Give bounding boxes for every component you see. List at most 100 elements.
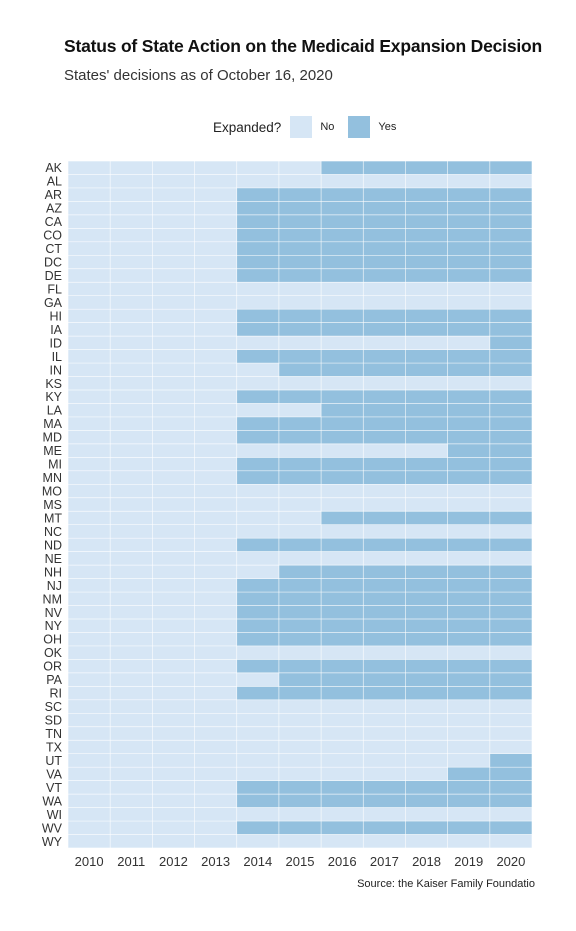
heatmap-cell-AR-2010 [68,187,111,202]
heatmap-cell-NJ-2010 [68,578,111,593]
heatmap-cell-ND-2020 [489,538,532,552]
heatmap-cell-IL-2016 [321,349,364,364]
y-tick-label-OK: OK [44,646,63,660]
heatmap-cell-HI-2017 [363,309,406,323]
heatmap-cell-NE-2018 [405,551,448,566]
heatmap-cell-WI-2016 [321,807,364,822]
heatmap-cell-WI-2014 [236,807,279,822]
heatmap-cell-IL-2017 [363,349,406,364]
heatmap-cell-MS-2019 [447,497,490,512]
heatmap-cell-SD-2012 [152,713,195,727]
heatmap-cell-DC-2017 [363,255,406,269]
heatmap-cell-WY-2012 [152,834,195,848]
heatmap-cell-SC-2011 [110,699,153,714]
heatmap-cell-GA-2018 [405,295,448,310]
heatmap-cell-IN-2017 [363,363,406,377]
heatmap-cell-DC-2018 [405,255,448,269]
heatmap-cell-IN-2019 [447,363,490,377]
heatmap-cell-ND-2011 [110,538,153,552]
heatmap-cell-IA-2019 [447,322,490,337]
heatmap-cell-NM-2018 [405,592,448,606]
heatmap-cell-NE-2016 [321,551,364,566]
heatmap-cell-IL-2011 [110,349,153,364]
heatmap-cell-MN-2016 [321,470,364,485]
heatmap-cell-CA-2015 [278,214,322,229]
heatmap-cell-AL-2017 [363,174,406,188]
y-tick-label-WI: WI [47,808,62,822]
x-tick-label-2012: 2012 [159,854,188,869]
heatmap-cell-MO-2019 [447,484,490,498]
heatmap-cell-UT-2020 [489,753,532,768]
y-tick-label-GA: GA [44,296,63,310]
heatmap-cell-MO-2014 [236,484,279,498]
heatmap-cell-NM-2015 [278,592,322,606]
heatmap-cell-TN-2016 [321,726,364,741]
heatmap-cell-RI-2014 [236,686,279,700]
heatmap-cell-KS-2013 [194,376,237,390]
heatmap-cell-ID-2011 [110,336,153,350]
heatmap-cell-TX-2017 [363,740,406,754]
heatmap-cell-ND-2017 [363,538,406,552]
heatmap-cell-DC-2012 [152,255,195,269]
heatmap-cell-GA-2010 [68,295,111,310]
heatmap-cell-IL-2012 [152,349,195,364]
heatmap-cell-MO-2018 [405,484,448,498]
heatmap-cell-WA-2014 [236,794,279,808]
heatmap-cell-SD-2016 [321,713,364,727]
heatmap-cell-MD-2020 [489,430,532,444]
heatmap-cell-WV-2018 [405,821,448,835]
heatmap-cell-AZ-2015 [278,201,322,215]
heatmap-cell-OK-2019 [447,645,490,660]
heatmap-cell-AK-2020 [489,161,532,175]
heatmap-cell-OK-2012 [152,645,195,660]
heatmap-cell-VT-2011 [110,780,153,795]
y-tick-label-IA: IA [50,323,62,337]
y-tick-label-NJ: NJ [47,579,62,593]
heatmap-cell-OK-2014 [236,645,279,660]
heatmap-cell-WA-2015 [278,794,322,808]
heatmap-cell-PA-2010 [68,672,111,687]
heatmap-cell-MD-2017 [363,430,406,444]
heatmap-cell-VA-2010 [68,767,111,781]
heatmap-cell-MS-2015 [278,497,322,512]
heatmap-cell-AK-2019 [447,161,490,175]
y-tick-label-AR: AR [45,188,62,202]
heatmap-cell-WY-2011 [110,834,153,848]
heatmap-cell-ME-2010 [68,443,111,458]
heatmap-cell-GA-2020 [489,295,532,310]
heatmap-cell-NJ-2017 [363,578,406,593]
heatmap-cell-CA-2017 [363,214,406,229]
heatmap-cell-NE-2017 [363,551,406,566]
heatmap-cell-RI-2017 [363,686,406,700]
heatmap-cell-OK-2011 [110,645,153,660]
heatmap-cell-AL-2018 [405,174,448,188]
y-tick-label-UT: UT [45,754,62,768]
x-tick-label-2013: 2013 [201,854,230,869]
heatmap-cell-HI-2020 [489,309,532,323]
heatmap-cell-MA-2014 [236,416,279,431]
heatmap-cell-CA-2011 [110,214,153,229]
heatmap-cell-DC-2019 [447,255,490,269]
heatmap-cell-ID-2010 [68,336,111,350]
heatmap-cell-IN-2015 [278,363,322,377]
heatmap-cell-ID-2019 [447,336,490,350]
chart-subtitle: States' decisions as of October 16, 2020 [64,67,333,84]
heatmap-cell-AL-2014 [236,174,279,188]
y-tick-label-PA: PA [46,673,62,687]
heatmap-cell-OH-2015 [278,632,322,646]
chart-title: Status of State Action on the Medicaid E… [64,36,543,56]
heatmap-cell-NH-2018 [405,565,448,579]
heatmap-cell-TX-2019 [447,740,490,754]
heatmap-cell-MT-2020 [489,511,532,525]
heatmap-cell-WV-2020 [489,821,532,835]
heatmap-cell-NH-2015 [278,565,322,579]
heatmap-cell-NM-2014 [236,592,279,606]
heatmap-cell-ME-2012 [152,443,195,458]
heatmap-cell-OK-2016 [321,645,364,660]
heatmap-cell-SD-2013 [194,713,237,727]
heatmap-cell-VA-2017 [363,767,406,781]
heatmap-cell-MO-2017 [363,484,406,498]
heatmap-cell-NC-2019 [447,524,490,539]
heatmap-cell-LA-2020 [489,403,532,417]
heatmap-cell-SD-2019 [447,713,490,727]
